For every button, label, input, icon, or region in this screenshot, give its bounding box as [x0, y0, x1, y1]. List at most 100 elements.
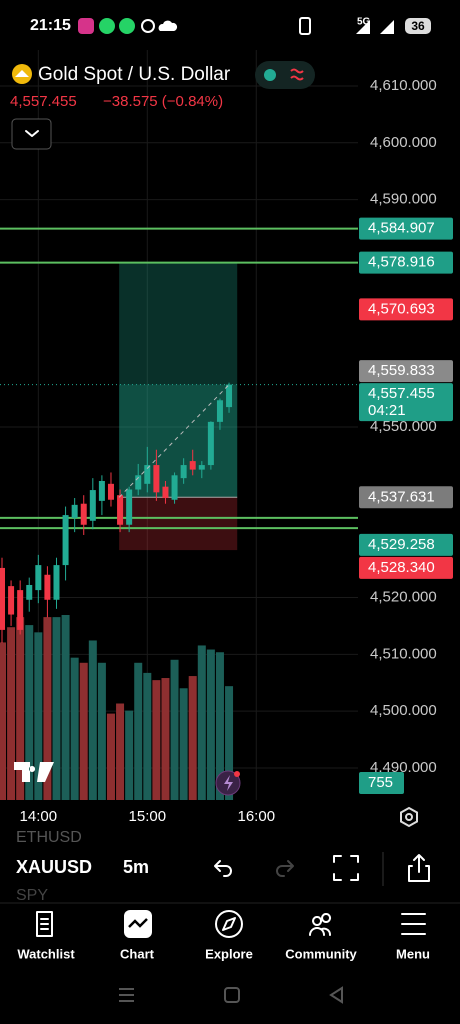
volume-bar	[161, 678, 170, 800]
volume-bar	[88, 640, 97, 800]
cloud-icon	[158, 20, 178, 31]
battery-level: 36	[411, 19, 425, 33]
price-label-text: 4,584.907	[368, 220, 435, 237]
volume-bar	[188, 676, 197, 800]
candle-body	[107, 483, 114, 500]
trade-path	[118, 384, 230, 498]
y-tick-label: 4,550.000	[370, 418, 437, 435]
price-label-text: 4,578.916	[368, 254, 435, 271]
candle-body	[126, 489, 133, 525]
settings-button[interactable]	[400, 806, 418, 828]
volume-bar	[152, 680, 161, 800]
price-label	[359, 251, 453, 274]
undo-button[interactable]	[214, 860, 232, 877]
volume-bar	[16, 617, 25, 800]
volume-bar	[134, 662, 143, 800]
price-label-text: 4,528.340	[368, 559, 435, 576]
candle-body	[53, 565, 60, 600]
battery	[405, 18, 431, 34]
volume-bar	[70, 657, 79, 800]
home-key[interactable]	[224, 987, 240, 1003]
candle-body	[26, 584, 33, 600]
redo-button[interactable]	[276, 860, 294, 877]
collapse-button[interactable]	[11, 118, 52, 150]
volume-label-text: 755	[368, 774, 393, 791]
price-label	[359, 533, 453, 556]
fullscreen-button[interactable]	[333, 855, 359, 881]
volume-bar	[0, 642, 6, 800]
price-label-text: 4,557.455	[368, 385, 435, 402]
candle-body	[62, 515, 69, 566]
volume-bar	[225, 686, 234, 800]
volume-label	[359, 772, 404, 794]
nav-watchlist[interactable]: Watchlist	[17, 946, 75, 961]
market-dot	[264, 69, 276, 81]
nav-community[interactable]: Community	[285, 946, 357, 961]
x-tick-label: 14:00	[20, 808, 58, 825]
settings-icon	[141, 19, 155, 33]
menu-icon	[401, 913, 426, 935]
volume-bar	[170, 659, 179, 800]
lightning-icon	[224, 775, 233, 791]
stop-zone	[119, 497, 238, 551]
profit-zone	[119, 262, 238, 498]
price-label	[359, 360, 453, 383]
y-tick-label: 4,610.000	[370, 77, 437, 94]
tv-logo	[14, 762, 54, 782]
share-button[interactable]	[408, 854, 430, 882]
delay-icon	[290, 68, 304, 81]
volume-bar	[116, 703, 125, 800]
candle-body	[89, 490, 96, 521]
clock: 21:15	[30, 17, 71, 34]
volume-bar	[197, 645, 206, 800]
candle-body	[135, 475, 142, 490]
volume-bar	[79, 662, 88, 800]
y-tick-label: 4,590.000	[370, 191, 437, 208]
candle-body	[98, 480, 105, 501]
candle-body	[207, 421, 214, 466]
interval-button[interactable]: 5m	[123, 857, 149, 877]
candle-body	[171, 475, 178, 500]
symbol-button[interactable]: XAUUSD	[16, 857, 92, 877]
candle-body	[198, 465, 205, 470]
nav-explore[interactable]: Explore	[205, 946, 253, 961]
candle-body	[162, 486, 169, 499]
price-label	[359, 383, 453, 422]
app-icon	[119, 18, 135, 34]
settings-dot	[405, 813, 413, 821]
price-label-text: 4,529.258	[368, 536, 435, 553]
candle-body	[80, 503, 87, 525]
volume-bar	[7, 627, 16, 800]
watchlist-icon	[36, 911, 53, 937]
badge	[234, 771, 240, 777]
app-icon	[99, 18, 115, 34]
candle-body	[153, 465, 160, 493]
candle-body	[71, 504, 78, 518]
header-price: 4,557.455	[10, 93, 77, 110]
countdown: 04:21	[368, 402, 406, 419]
volume-bar	[143, 672, 152, 800]
y-tick-label: 4,500.000	[370, 702, 437, 719]
recents-key[interactable]	[119, 988, 134, 1002]
y-tick-label: 4,490.000	[370, 759, 437, 776]
y-tick-label: 4,600.000	[370, 134, 437, 151]
status-toggle[interactable]	[255, 61, 315, 89]
candle-body	[180, 465, 187, 479]
explore-icon	[215, 910, 243, 938]
candle-body	[226, 384, 233, 408]
candle-body	[189, 461, 196, 470]
symbol-title: Gold Spot / U.S. Dollar	[38, 64, 231, 85]
candle-body	[35, 565, 42, 591]
vibrate-icon	[299, 17, 311, 35]
volume-bar	[106, 713, 115, 800]
chart: 4,610.000 4,600.000 4,590.000 4,550.000 4,52…	[0, 50, 453, 825]
signal-icon	[356, 20, 394, 34]
nav-menu[interactable]: Menu	[396, 946, 430, 961]
price-label-text: 4,559.833	[368, 362, 435, 379]
back-key[interactable]	[329, 986, 343, 1004]
nav-chart[interactable]: Chart	[120, 946, 155, 961]
chevron	[25, 130, 39, 137]
volume-bar	[125, 710, 134, 800]
